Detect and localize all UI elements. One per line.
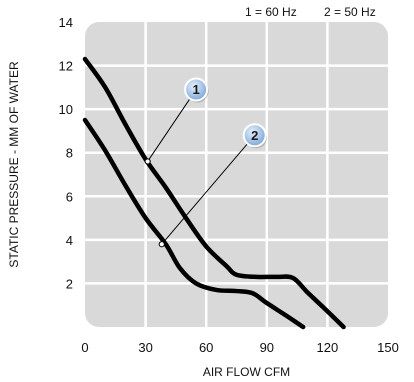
y-tick-label: 8 xyxy=(66,146,73,161)
callouts: 12 xyxy=(144,77,268,248)
series-lines xyxy=(82,56,346,330)
x-tick-label: 60 xyxy=(199,340,213,355)
x-tick-label: 150 xyxy=(377,340,399,355)
y-axis-ticks: 2 4 6 8 10 12 14 xyxy=(59,15,73,291)
callout-badge-1 xyxy=(184,77,209,102)
callout-badge-2 xyxy=(242,123,267,148)
x-axis-ticks: 0 30 60 90 120 150 xyxy=(81,340,398,355)
plot-area xyxy=(85,22,388,327)
y-axis-label: STATIC PRESSURE - MM OF WATER xyxy=(7,61,21,268)
callout-leader-2 xyxy=(161,134,256,245)
callout-anchor-2 xyxy=(158,241,165,248)
legend-entry-1: 1 = 60 Hz xyxy=(245,5,297,19)
y-tick-label: 10 xyxy=(59,102,73,117)
x-tick-label: 90 xyxy=(260,340,274,355)
grid xyxy=(85,22,388,327)
legend-entry-2: 2 = 50 Hz xyxy=(324,5,376,19)
y-tick-label: 4 xyxy=(66,233,73,248)
callout-label-2: 2 xyxy=(251,128,258,143)
x-axis-label: AIR FLOW CFM xyxy=(203,365,290,379)
series-line-1 xyxy=(82,56,346,330)
callout-anchor-1 xyxy=(144,158,151,165)
x-tick-label: 30 xyxy=(138,340,152,355)
x-tick-label: 0 xyxy=(81,340,88,355)
y-tick-label: 12 xyxy=(59,59,73,74)
y-tick-label: 14 xyxy=(59,15,73,30)
callout-label-1: 1 xyxy=(192,82,199,97)
x-tick-label: 120 xyxy=(317,340,339,355)
y-tick-label: 2 xyxy=(66,276,73,291)
series-line-2 xyxy=(82,117,306,330)
y-tick-label: 6 xyxy=(66,189,73,204)
callout-leader-1 xyxy=(147,89,197,162)
